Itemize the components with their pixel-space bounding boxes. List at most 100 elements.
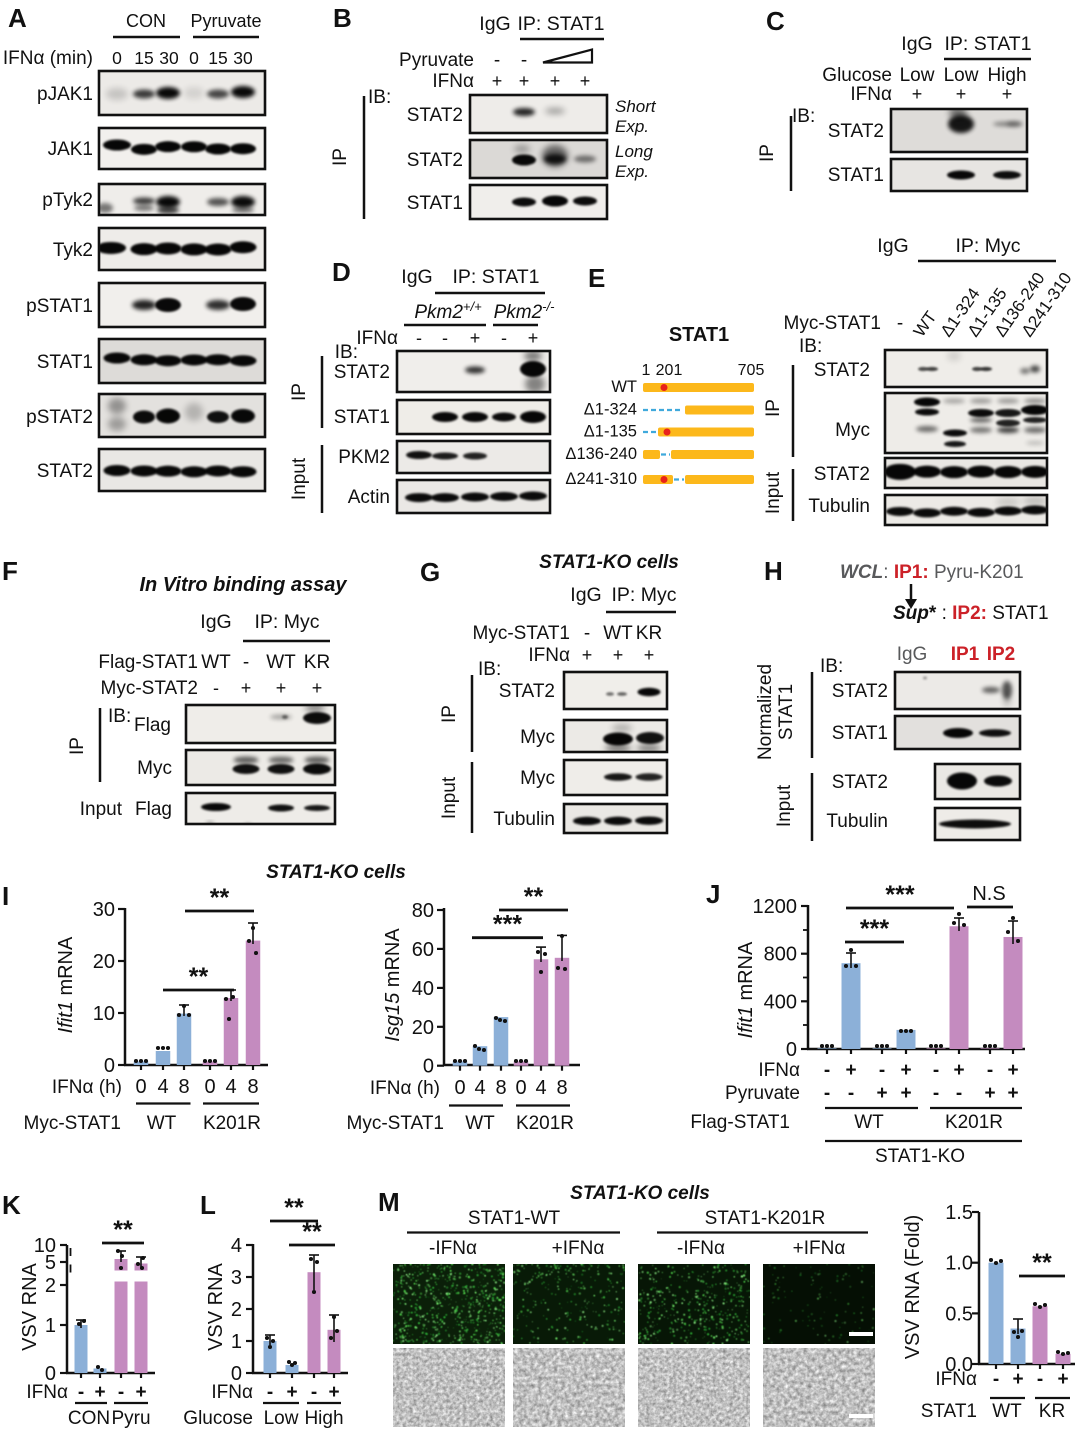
svg-text:-: - (897, 313, 903, 334)
svg-text:N.S: N.S (972, 883, 1005, 905)
svg-text:4: 4 (225, 1076, 236, 1098)
svg-text:STAT2: STAT2 (499, 681, 555, 702)
svg-text:-: - (243, 652, 249, 673)
svg-text:IB:: IB: (478, 659, 501, 680)
svg-text:IFNα: IFNα (26, 1382, 68, 1403)
svg-text:IB:: IB: (368, 87, 391, 108)
svg-text:IP: STAT1: IP: STAT1 (517, 13, 604, 35)
svg-text:Ifit1 mRNA: Ifit1 mRNA (735, 941, 757, 1038)
svg-text:-IFNα: -IFNα (429, 1238, 477, 1259)
svg-text:Δ241-310: Δ241-310 (565, 470, 637, 488)
svg-text:-IFNα: -IFNα (677, 1238, 725, 1259)
svg-text:-: - (956, 1083, 962, 1104)
svg-text:Tubulin: Tubulin (493, 809, 555, 830)
svg-text:400: 400 (764, 991, 797, 1013)
svg-text:-: - (848, 1083, 854, 1104)
svg-text:CON: CON (126, 11, 166, 31)
svg-text:30: 30 (233, 48, 253, 68)
svg-text:IFNα: IFNα (850, 84, 892, 105)
svg-text:**: ** (1032, 1249, 1052, 1277)
svg-text:-: - (1037, 1369, 1043, 1390)
svg-text:+: + (845, 1060, 856, 1081)
svg-text:IgG: IgG (200, 611, 231, 633)
svg-text:Myc: Myc (137, 758, 172, 779)
svg-text:Δ1-135: Δ1-135 (584, 423, 637, 441)
svg-text:STAT1-KO cells: STAT1-KO cells (539, 552, 679, 573)
svg-text:+: + (1007, 1060, 1018, 1081)
svg-text:-: - (267, 1382, 273, 1403)
svg-text:IgG: IgG (570, 584, 601, 606)
svg-text:WT: WT (854, 1112, 884, 1133)
svg-text:0: 0 (112, 48, 122, 68)
svg-text:**: ** (284, 1194, 304, 1222)
svg-text:WT: WT (910, 308, 941, 341)
svg-text:-: - (501, 328, 507, 348)
svg-text:IP: STAT1: IP: STAT1 (944, 33, 1031, 55)
svg-text:K201R: K201R (945, 1112, 1003, 1133)
svg-text:8: 8 (247, 1076, 258, 1098)
svg-text:Long: Long (615, 142, 653, 161)
svg-text:***: *** (860, 915, 889, 943)
svg-text:STAT1: STAT1 (37, 352, 93, 373)
svg-text:0: 0 (189, 48, 199, 68)
svg-text:-: - (824, 1060, 830, 1081)
svg-text:Myc: Myc (520, 727, 555, 748)
svg-text:+: + (492, 71, 503, 91)
svg-text:pJAK1: pJAK1 (37, 84, 93, 105)
svg-text:Pyru: Pyru (111, 1408, 150, 1429)
svg-text:IFNα (h): IFNα (h) (370, 1078, 440, 1099)
svg-text:-: - (442, 328, 448, 348)
svg-text:10: 10 (93, 1003, 115, 1025)
svg-text:STAT2: STAT2 (407, 105, 463, 126)
svg-text:IFNα: IFNα (356, 328, 398, 349)
svg-text:STAT1: STAT1 (334, 407, 390, 428)
svg-text:STAT2: STAT2 (828, 121, 884, 142)
svg-text:IFNα: IFNα (211, 1382, 253, 1403)
svg-text:Δ1-324: Δ1-324 (584, 401, 637, 419)
svg-text:STAT2: STAT2 (814, 464, 870, 485)
svg-text:Ifit1 mRNA: Ifit1 mRNA (55, 936, 77, 1033)
svg-text:3: 3 (231, 1267, 242, 1289)
svg-text:STAT1-WT: STAT1-WT (468, 1208, 561, 1229)
svg-text:IP: IP (763, 399, 784, 417)
svg-text:L: L (200, 1190, 216, 1220)
svg-text:-: - (584, 623, 590, 644)
svg-text:I: I (2, 881, 9, 911)
svg-text:+: + (900, 1083, 911, 1104)
svg-text:30: 30 (93, 899, 115, 921)
svg-text:-: - (311, 1382, 317, 1403)
svg-text:STAT1: STAT1 (828, 165, 884, 186)
svg-text:KR: KR (1039, 1401, 1065, 1422)
svg-text:800: 800 (764, 944, 797, 966)
svg-text:VSV RNA: VSV RNA (205, 1262, 227, 1350)
svg-text:Pkm2+/+: Pkm2+/+ (414, 299, 482, 323)
svg-text:WT: WT (603, 623, 633, 644)
svg-text:***: *** (493, 911, 522, 939)
svg-text:1.0: 1.0 (945, 1253, 973, 1275)
svg-text:**: ** (524, 883, 544, 911)
svg-text:+: + (550, 71, 561, 91)
svg-text:+IFNα: +IFNα (552, 1238, 605, 1259)
svg-text:In Vitro binding assay: In Vitro binding assay (139, 574, 347, 596)
svg-text:+: + (528, 328, 539, 348)
svg-text:IgG: IgG (897, 644, 928, 665)
svg-text:IB:: IB: (108, 706, 131, 727)
svg-text:4: 4 (157, 1076, 168, 1098)
svg-text:WT: WT (147, 1113, 177, 1134)
svg-text:Normalized: Normalized (755, 664, 776, 760)
svg-text:IFNα: IFNα (528, 645, 570, 666)
svg-text:Glucose: Glucose (822, 65, 892, 86)
svg-text:1: 1 (642, 362, 651, 379)
svg-text:0: 0 (423, 1056, 434, 1078)
svg-text:WT: WT (465, 1113, 495, 1134)
svg-text:20: 20 (93, 951, 115, 973)
svg-text:+: + (912, 84, 923, 104)
svg-text:Tyk2: Tyk2 (53, 240, 93, 261)
svg-text:IP1: IP1 (951, 644, 980, 665)
svg-text:Input: Input (763, 471, 784, 514)
svg-text:+: + (984, 1083, 995, 1104)
svg-text:-: - (78, 1382, 84, 1403)
svg-text:STAT1: STAT1 (669, 324, 729, 346)
svg-text:0: 0 (515, 1077, 526, 1099)
svg-text:Glucose: Glucose (183, 1408, 253, 1429)
